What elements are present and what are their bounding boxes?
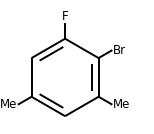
Text: F: F xyxy=(62,10,68,23)
Text: Me: Me xyxy=(0,98,17,111)
Text: Me: Me xyxy=(113,98,130,111)
Text: Br: Br xyxy=(113,44,126,57)
